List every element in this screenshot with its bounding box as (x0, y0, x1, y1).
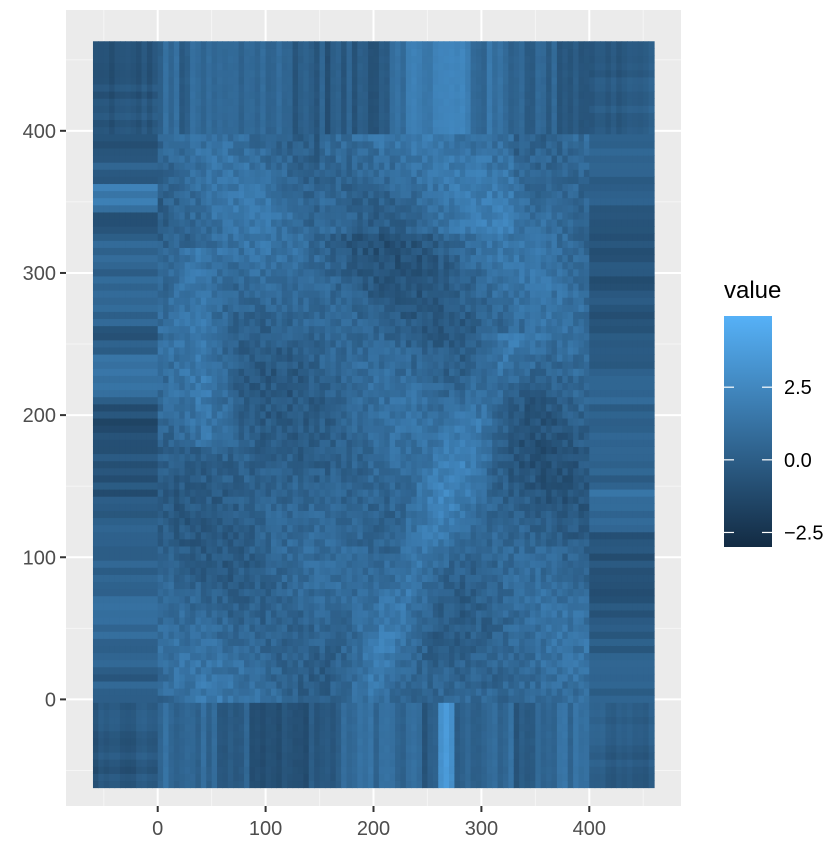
y-tick-label: 0 (45, 689, 56, 711)
legend-tick-label: 2.5 (784, 377, 812, 399)
legend-tick-label: 0.0 (784, 450, 812, 472)
legend-tick-label: −2.5 (784, 522, 823, 544)
x-tick-label: 400 (573, 818, 606, 840)
x-axis: 0 100 200 300 400 (152, 806, 606, 840)
y-tick-label: 100 (23, 547, 56, 569)
y-tick-label: 400 (23, 121, 56, 143)
x-tick-label: 0 (152, 818, 163, 840)
y-axis: 0 100 200 300 400 (23, 121, 66, 711)
x-tick-label: 300 (465, 818, 498, 840)
heatmap-raster (92, 41, 655, 789)
legend: value 2.5 0.0 −2.5 (724, 277, 823, 547)
y-tick-label: 200 (23, 405, 56, 427)
legend-title: value (724, 277, 781, 304)
x-tick-label: 200 (357, 818, 390, 840)
legend-colorbar (724, 316, 772, 547)
y-tick-label: 300 (23, 263, 56, 285)
x-tick-label: 100 (249, 818, 282, 840)
